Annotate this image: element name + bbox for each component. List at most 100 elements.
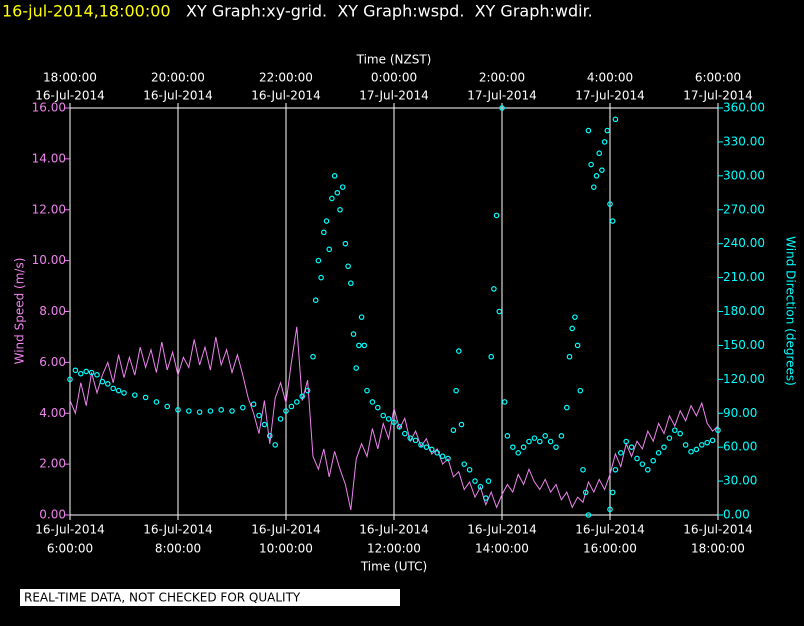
chart-title: XY Graph:xy-grid. XY Graph:wspd. XY Grap… xyxy=(186,2,593,21)
x-tick-label: 10:00:00 xyxy=(259,542,313,556)
y-tick-label: 6.00 xyxy=(39,355,66,369)
wind-direction-point xyxy=(693,446,700,453)
wind-direction-point xyxy=(207,408,214,414)
wind-direction-point xyxy=(142,394,149,401)
y2-tick-label: 330.00 xyxy=(723,134,765,148)
wind-direction-point xyxy=(596,150,603,157)
y-tick-label: 16.00 xyxy=(32,101,66,115)
wind-direction-point xyxy=(574,342,581,349)
wind-direction-point xyxy=(72,367,79,374)
wind-direction-point xyxy=(115,387,122,394)
y2-tick-label: 360.00 xyxy=(723,101,765,115)
wind-direction-point xyxy=(553,444,559,450)
wind-direction-point xyxy=(105,381,111,387)
x-tick-label: 6:00:00 xyxy=(47,542,93,556)
wind-direction-point xyxy=(121,390,127,396)
wind-direction-point xyxy=(461,461,468,467)
wind-direction-point xyxy=(334,189,341,196)
wind-direction-point xyxy=(585,512,592,518)
x-tick-label: 16-Jul-2014 xyxy=(35,523,105,537)
wind-direction-point xyxy=(261,421,268,428)
y-tick-label: 2.00 xyxy=(39,457,66,471)
y2-tick-label: 30.00 xyxy=(723,474,757,488)
x-tick-label: 16-Jul-2014 xyxy=(359,523,429,537)
wind-direction-point xyxy=(485,478,492,484)
wind-direction-point xyxy=(272,442,279,448)
x-axis-title: Time (UTC) xyxy=(360,560,427,574)
wind-direction-point xyxy=(412,437,419,444)
wind-direction-point xyxy=(83,368,90,375)
wind-speed-line xyxy=(69,326,719,511)
x2-tick-label: 17-Jul-2014 xyxy=(467,89,537,103)
wind-direction-point xyxy=(617,450,624,456)
wind-direction-point xyxy=(542,433,549,439)
wind-direction-point xyxy=(698,442,705,448)
wind-direction-point xyxy=(661,444,667,450)
wind-direction-point xyxy=(132,392,138,398)
wind-direction-point xyxy=(588,161,594,168)
wind-direction-point xyxy=(520,444,527,450)
wind-direction-point xyxy=(607,506,613,513)
x2-axis-title: Time (NZST) xyxy=(356,53,432,67)
timestamp: 16-jul-2014,18:00:00 xyxy=(2,2,171,21)
wind-direction-point xyxy=(580,466,586,473)
x-tick-label: 18:00:00 xyxy=(691,542,745,556)
wind-direction-point xyxy=(326,246,333,253)
wind-direction-point xyxy=(323,218,330,224)
x2-tick-label: 16-Jul-2014 xyxy=(251,89,321,103)
wind-direction-point xyxy=(634,455,640,462)
wind-direction-point xyxy=(304,387,311,394)
wind-direction-point xyxy=(509,444,516,450)
wind-direction-point xyxy=(453,387,459,394)
wind-direction-point xyxy=(94,372,100,378)
x2-tick-label: 16-Jul-2014 xyxy=(143,89,213,103)
wind-direction-point xyxy=(666,435,673,441)
wind-direction-point xyxy=(466,466,473,473)
wind-direction-point xyxy=(331,173,338,179)
wind-direction-point xyxy=(218,407,225,413)
wind-direction-point xyxy=(256,412,262,419)
wind-direction-point xyxy=(612,116,619,123)
wind-direction-point xyxy=(477,483,484,490)
wind-direction-point xyxy=(677,430,684,437)
x2-tick-label: 4:00:00 xyxy=(587,71,633,85)
wind-direction-point xyxy=(407,435,414,441)
y-tick-label: 0.00 xyxy=(39,508,66,522)
wind-direction-point xyxy=(110,385,117,392)
y-tick-label: 8.00 xyxy=(39,304,66,318)
wind-direction-point xyxy=(418,442,424,448)
wind-direction-point xyxy=(380,412,387,419)
wind-direction-point xyxy=(482,495,489,501)
y-tick-label: 14.00 xyxy=(32,151,66,165)
wind-direction-point xyxy=(164,403,171,410)
x-tick-label: 16:00:00 xyxy=(583,542,637,556)
y2-tick-label: 90.00 xyxy=(723,406,757,420)
wind-direction-point xyxy=(374,404,381,411)
wind-direction-point xyxy=(650,457,657,464)
wind-direction-point xyxy=(715,427,721,434)
wind-direction-point xyxy=(558,433,565,439)
wind-direction-point xyxy=(590,184,597,190)
x2-tick-label: 2:00:00 xyxy=(479,71,525,85)
y2-tick-label: 0.00 xyxy=(723,508,750,522)
wind-direction-point xyxy=(358,314,365,320)
wind-direction-point xyxy=(266,433,273,439)
wind-direction-point xyxy=(396,424,403,430)
y2-tick-label: 240.00 xyxy=(723,236,765,250)
wind-direction-point xyxy=(423,444,430,450)
wind-direction-point xyxy=(240,404,246,411)
wind-direction-point xyxy=(601,139,608,145)
wind-direction-point xyxy=(450,427,457,434)
wind-direction-point xyxy=(391,419,397,426)
note: REAL-TIME DATA, NOT CHECKED FOR QUALITY xyxy=(24,591,301,605)
wind-direction-point xyxy=(566,353,573,360)
y2-tick-label: 180.00 xyxy=(723,304,765,318)
y-axis-title: Wind Speed (m/s) xyxy=(13,258,27,365)
wind-direction-point xyxy=(356,342,362,349)
note-box xyxy=(20,589,400,606)
x-tick-label: 16-Jul-2014 xyxy=(251,523,321,537)
wind-direction-point xyxy=(458,421,465,428)
x2-tick-label: 0:00:00 xyxy=(371,71,417,85)
y2-tick-label: 300.00 xyxy=(723,168,765,182)
